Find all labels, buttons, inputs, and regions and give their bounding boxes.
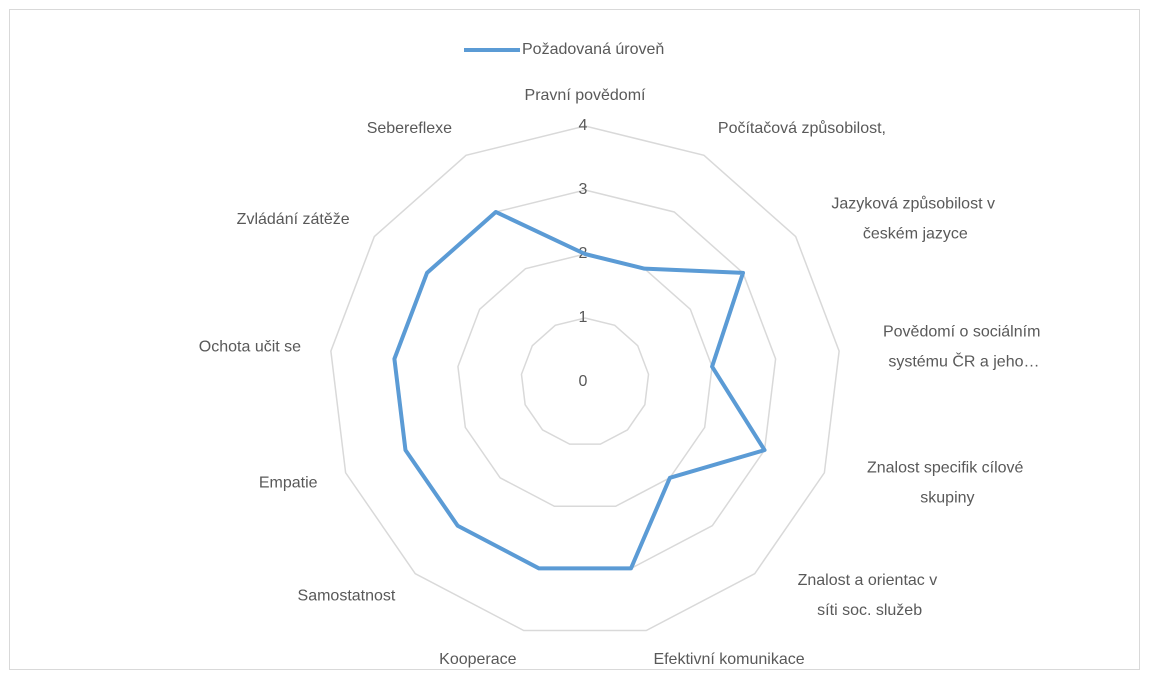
category-label: Znalost specifik cílové skupiny (867, 460, 1028, 507)
category-label: Zvládání zátěže (237, 211, 350, 228)
category-label: Efektivní komunikace (653, 651, 804, 668)
legend-label: Požadovaná úroveň (522, 41, 664, 58)
category-label: Počítačová způsobilost, (718, 119, 886, 137)
category-label: Povědomí o sociálním systému ČR a jeho… (883, 324, 1045, 371)
grid-ring (330, 125, 840, 632)
grid-ring (520, 317, 650, 445)
r-tick-label: 3 (579, 181, 588, 198)
r-tick-label: 1 (579, 309, 588, 326)
category-label: Empatie (259, 475, 318, 492)
grid-ring (457, 253, 713, 508)
category-label: Ochota učit se (199, 339, 301, 356)
category-label: Samostatnost (298, 587, 396, 604)
chart-frame (9, 9, 1140, 670)
r-tick-label: 0 (579, 373, 588, 390)
category-label: Kooperace (439, 651, 516, 668)
category-label: Pravní povědomí (525, 87, 647, 104)
category-label: Sebereflexe (367, 120, 452, 137)
category-label: Jazyková způsobilost v českém jazyce (831, 195, 999, 243)
r-tick-label: 4 (579, 117, 588, 134)
category-label: Znalost a orientac v síti soc. služeb (798, 572, 942, 619)
series-line (392, 209, 767, 571)
